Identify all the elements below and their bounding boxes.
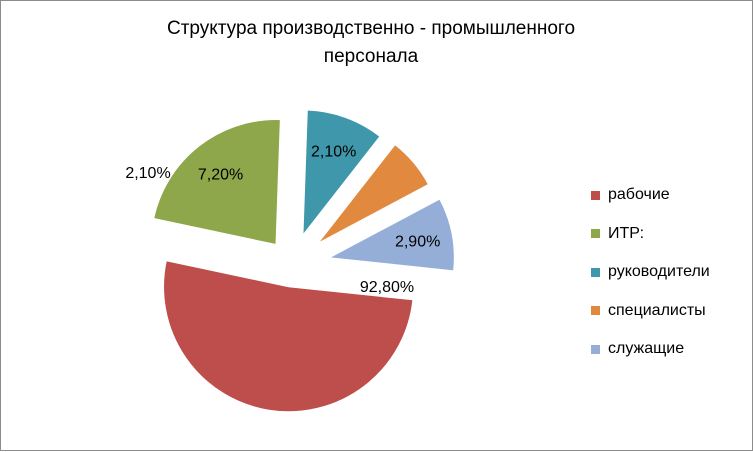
pie-slice-sluzhaschie	[327, 198, 455, 272]
pie-slice-rukovoditeli	[302, 109, 381, 237]
legend: рабочие ИТР: руководители специалисты сл…	[591, 176, 710, 369]
data-label-rabochie: 92,80%	[360, 279, 414, 296]
pie-slice-itr	[153, 119, 281, 246]
legend-swatch	[591, 229, 600, 239]
legend-label: служащие	[608, 340, 685, 358]
legend-swatch	[591, 306, 600, 316]
pie-slice-rabochie	[163, 260, 414, 413]
legend-item-rukovoditeli: руководители	[591, 253, 710, 292]
legend-item-rabochie: рабочие	[591, 176, 710, 215]
legend-swatch	[591, 344, 600, 354]
legend-item-itr: ИТР:	[591, 215, 710, 254]
pie-slice-specialisty	[317, 143, 430, 244]
legend-label: рабочие	[608, 186, 670, 204]
data-label-itr: 7,20%	[198, 167, 243, 184]
chart-title: Структура производственно - промышленног…	[91, 15, 651, 71]
legend-label: ИТР:	[608, 224, 645, 242]
chart-title-line-2: персонала	[323, 46, 419, 67]
data-label-sluzhaschie: 2,90%	[395, 234, 440, 251]
data-label-specialisty: 2,10%	[125, 165, 170, 182]
legend-label: специалисты	[608, 301, 706, 319]
legend-swatch	[591, 267, 600, 277]
legend-item-sluzhaschie: служащие	[591, 330, 710, 369]
data-label-rukovoditeli: 2,10%	[311, 143, 356, 160]
legend-item-specialisty: специалисты	[591, 292, 710, 331]
legend-swatch	[591, 190, 600, 200]
legend-label: руководители	[608, 263, 710, 281]
chart-title-line-1: Структура производственно - промышленног…	[166, 18, 576, 39]
